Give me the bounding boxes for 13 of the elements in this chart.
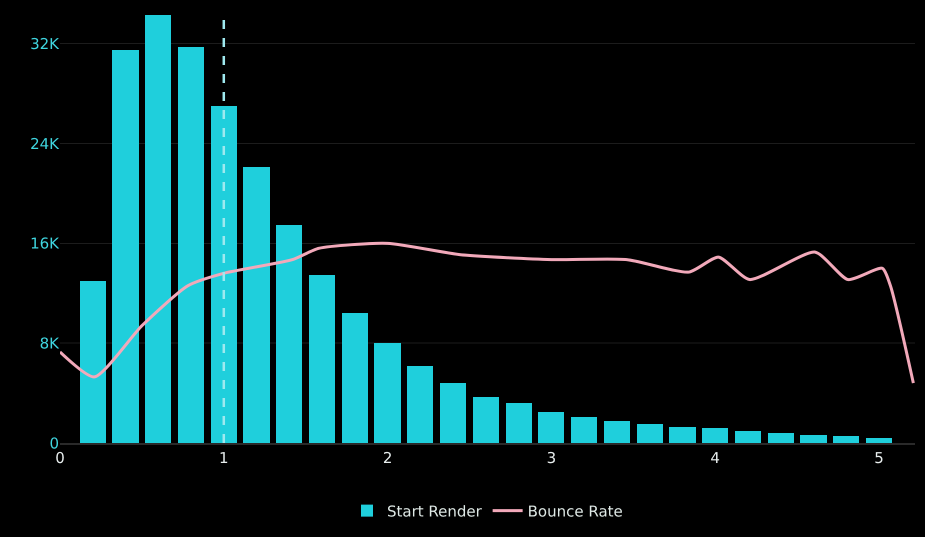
x-tick-label: 5 — [874, 449, 884, 467]
x-tick-label: 2 — [382, 449, 392, 467]
y-tick-label: 16K — [30, 234, 60, 253]
x-tick-label: 4 — [710, 449, 720, 467]
legend-label: Bounce Rate — [528, 502, 623, 520]
line-series — [60, 242, 915, 385]
legend-label: Start Render — [387, 502, 483, 520]
x-tick-label: 3 — [546, 449, 556, 467]
y-tick-label: 24K — [30, 134, 60, 153]
y-tick-label: 8K — [40, 334, 60, 352]
x-tick-label: 1 — [219, 449, 229, 467]
y-tick-label: 32K — [30, 34, 60, 53]
y-tick-label: 0 — [49, 434, 59, 452]
